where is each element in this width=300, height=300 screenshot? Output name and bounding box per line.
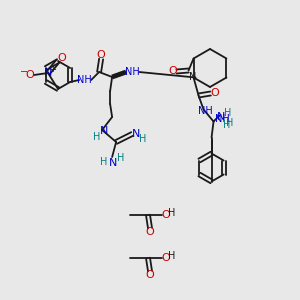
Text: H: H bbox=[140, 134, 147, 144]
Text: N: N bbox=[132, 129, 140, 139]
Text: NH: NH bbox=[125, 67, 140, 77]
Text: O: O bbox=[146, 227, 154, 237]
Text: O: O bbox=[97, 50, 106, 60]
Text: H: H bbox=[100, 157, 108, 167]
Text: −: − bbox=[20, 67, 28, 77]
Text: O: O bbox=[210, 88, 219, 98]
Text: H: H bbox=[117, 153, 125, 163]
Text: N: N bbox=[44, 68, 52, 78]
Text: N: N bbox=[189, 71, 196, 82]
Text: O: O bbox=[168, 67, 177, 76]
Text: +: + bbox=[50, 64, 56, 74]
Text: H: H bbox=[223, 121, 230, 130]
Text: O: O bbox=[26, 70, 34, 80]
Text: O: O bbox=[162, 210, 170, 220]
Text: H: H bbox=[93, 132, 101, 142]
Text: N: N bbox=[109, 158, 117, 168]
Text: NH: NH bbox=[77, 75, 92, 85]
Text: NH: NH bbox=[198, 106, 213, 116]
Text: H: H bbox=[168, 251, 176, 261]
Text: NH: NH bbox=[215, 113, 230, 124]
Text: N: N bbox=[100, 126, 108, 136]
Text: H: H bbox=[224, 107, 231, 118]
Text: N: N bbox=[218, 112, 226, 122]
Text: H: H bbox=[226, 118, 233, 128]
Text: O: O bbox=[146, 270, 154, 280]
Text: O: O bbox=[58, 53, 66, 63]
Text: O: O bbox=[162, 253, 170, 263]
Text: H: H bbox=[168, 208, 176, 218]
